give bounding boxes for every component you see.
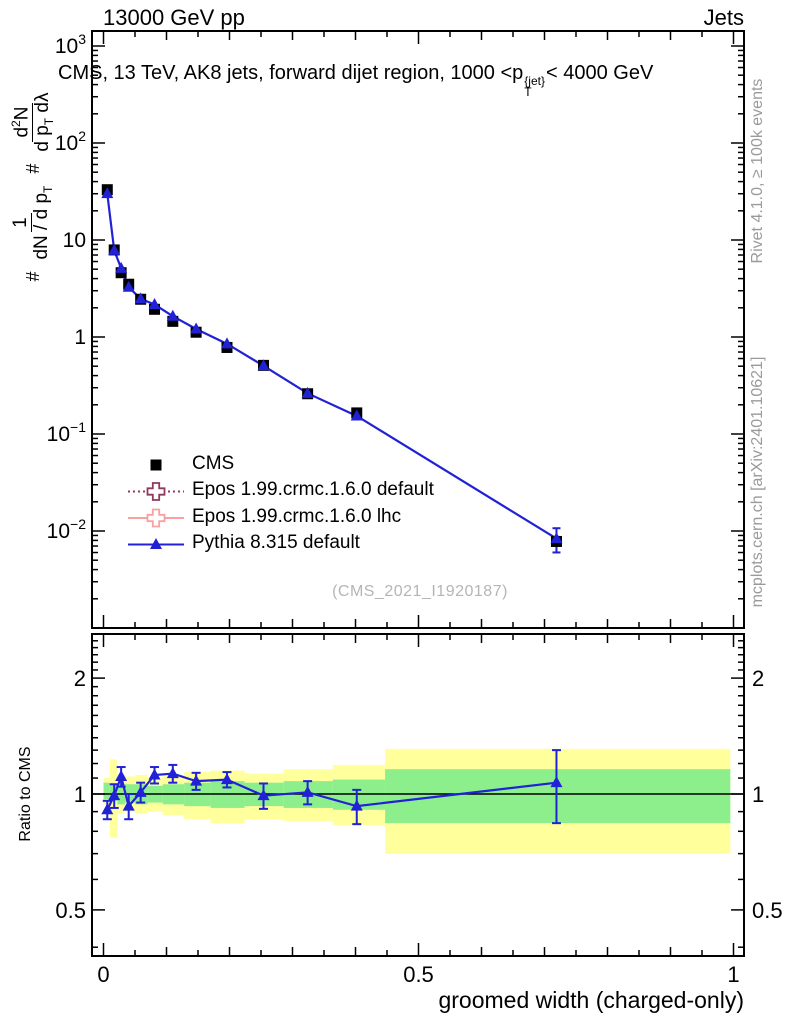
legend-square-marker (150, 459, 162, 471)
pythia-ratio-marker (350, 799, 363, 811)
pythia-data-marker (101, 187, 114, 199)
pythia-ratio-marker (122, 799, 135, 811)
plot-title: CMS, 13 TeV, AK8 jets, forward dijet reg… (58, 62, 653, 98)
analysis-id-watermark: (CMS_2021_I1920187) (332, 583, 508, 600)
pythia-ratio-marker (108, 789, 121, 801)
plot-title-text: CMS, 13 TeV, AK8 jets, forward dijet reg… (58, 62, 524, 84)
ylabel-frac2-num-text: d (11, 126, 33, 138)
pythia-data-marker (148, 298, 161, 310)
ylabel-fraction-2: d2N d pT dλ (9, 90, 57, 153)
ratio-band-inner (103, 782, 110, 800)
pythia-data-marker (257, 359, 270, 371)
pythia-data-marker (550, 532, 563, 544)
pythia-ratio-marker (115, 770, 128, 782)
pythia-data-marker (190, 322, 203, 334)
ratio-y-tick-label-left: 1 (74, 782, 86, 807)
pythia-data-marker (115, 261, 128, 273)
pythia-ratio-marker (190, 774, 203, 786)
beam-energy-label: 13000 GeV pp (103, 5, 245, 30)
x-tick-label: 0.5 (403, 962, 434, 987)
main-y-tick-label: 10−2 (47, 516, 87, 543)
ylabel-frac2-num-tail: N (11, 106, 33, 121)
pythia-data-marker (301, 386, 314, 398)
legend-label-epos-lhc: Epos 1.99.crmc.1.6.0 lhc (192, 506, 402, 527)
main-y-tick-label: 103 (55, 31, 86, 58)
legend-triangle-marker (150, 538, 162, 549)
pythia-data-marker (166, 309, 179, 321)
rivet-version-note: Rivet 4.1.0, ≥ 100k events (749, 78, 766, 264)
legend-label-epos-default: Epos 1.99.crmc.1.6.0 default (192, 479, 434, 500)
ylabel-frac2-den-sub: T (42, 117, 57, 126)
pythia-ratio-marker (301, 785, 314, 797)
cms-data-marker (167, 315, 179, 327)
ratio-y-axis-label: Ratio to CMS (17, 746, 34, 842)
legend-open-cross-marker (146, 508, 166, 528)
pythia-ratio-marker (166, 767, 179, 779)
ratio-y-tick-label-right: 2 (752, 666, 764, 691)
pythia-data-marker (350, 409, 363, 421)
plot-title-tail: < 4000 GeV (546, 62, 654, 84)
ylabel-hash-1: # (22, 271, 43, 282)
x-tick-label: 1 (727, 962, 739, 987)
cms-data-marker (149, 303, 161, 315)
ylabel-frac2-den-text: d p (32, 125, 54, 152)
ylabel-hash-2: # (22, 163, 43, 174)
ylabel-frac2-numerator: d2N (9, 102, 34, 142)
ylabel-frac2-denominator: d pT dλ (32, 90, 57, 153)
ylabel-frac2-den-tail: dλ (32, 92, 54, 118)
legend-label-cms: CMS (192, 453, 235, 474)
plot-title-pt-subsup: {jet} T (524, 74, 545, 99)
main-y-axis-label: # 1 dN / d pT # d2N d pT dλ (7, 46, 59, 326)
main-panel-frame (91, 30, 745, 629)
main-y-tick-label: 102 (55, 128, 86, 155)
ratio-y-tick-label-left: 0.5 (55, 898, 86, 923)
mcplots-arxiv-note: mcplots.cern.ch [arXiv:2401.10621] (749, 356, 766, 608)
main-y-tick-label: 10−1 (47, 419, 87, 446)
pythia-ratio-marker (101, 803, 114, 815)
pythia-ratio-marker (134, 785, 147, 797)
pythia-ratio-marker (257, 789, 270, 801)
pythia-data-marker (220, 337, 233, 349)
analysis-group-label: Jets (703, 5, 744, 30)
ratio-y-tick-label-left: 2 (74, 666, 86, 691)
ylabel-frac1-denominator: dN / d pT (31, 184, 56, 262)
ylabel-frac1-den-text: dN / d p (31, 192, 53, 260)
ratio-y-tick-label-right: 0.5 (752, 898, 783, 923)
ylabel-fraction-1: 1 dN / d pT (10, 184, 56, 262)
pythia-data-marker (134, 292, 147, 304)
pythia-data-marker (122, 280, 135, 292)
ylabel-frac1-den-sub: T (41, 185, 56, 193)
main-y-tick-label: 10 (63, 229, 86, 252)
x-axis-label: groomed width (charged-only) (438, 987, 744, 1013)
plot-title-subscript: T (524, 85, 532, 99)
pythia-ratio-marker (220, 773, 233, 785)
ylabel-frac1-numerator: 1 (10, 213, 33, 232)
pythia-ratio-marker (550, 776, 563, 788)
ratio-y-tick-label-right: 1 (752, 782, 764, 807)
ylabel-frac2-num-sup: 2 (9, 120, 24, 127)
plot-title-superscript: {jet} (524, 74, 545, 88)
legend-open-cross-marker (146, 482, 166, 501)
main-y-tick-label: 1 (74, 326, 86, 349)
x-tick-label: 0 (97, 962, 109, 987)
pythia-ratio-marker (148, 768, 161, 780)
pythia-data-marker (108, 243, 121, 255)
legend-label-pythia: Pythia 8.315 default (192, 532, 360, 553)
